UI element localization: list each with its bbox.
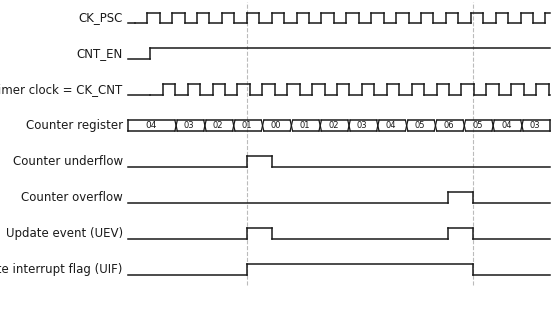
Text: 04: 04: [145, 121, 157, 130]
Text: 00: 00: [270, 121, 281, 130]
Text: 01: 01: [299, 121, 310, 130]
Text: Update event (UEV): Update event (UEV): [6, 227, 123, 240]
Text: 04: 04: [501, 121, 512, 130]
Text: 03: 03: [530, 121, 540, 130]
Text: Counter register: Counter register: [25, 119, 123, 132]
Text: 03: 03: [357, 121, 368, 130]
Text: 02: 02: [328, 121, 338, 130]
Text: Timer clock = CK_CNT: Timer clock = CK_CNT: [0, 83, 123, 96]
Text: Counter overflow: Counter overflow: [21, 191, 123, 204]
Text: 04: 04: [386, 121, 397, 130]
Text: 05: 05: [415, 121, 425, 130]
Text: 02: 02: [213, 121, 223, 130]
Text: Update interrupt flag (UIF): Update interrupt flag (UIF): [0, 263, 123, 276]
Text: 06: 06: [444, 121, 454, 130]
Text: CNT_EN: CNT_EN: [76, 47, 123, 60]
Text: CK_PSC: CK_PSC: [79, 11, 123, 25]
Text: 01: 01: [242, 121, 252, 130]
Text: Counter underflow: Counter underflow: [13, 155, 123, 168]
Text: 03: 03: [184, 121, 195, 130]
Text: 05: 05: [472, 121, 483, 130]
